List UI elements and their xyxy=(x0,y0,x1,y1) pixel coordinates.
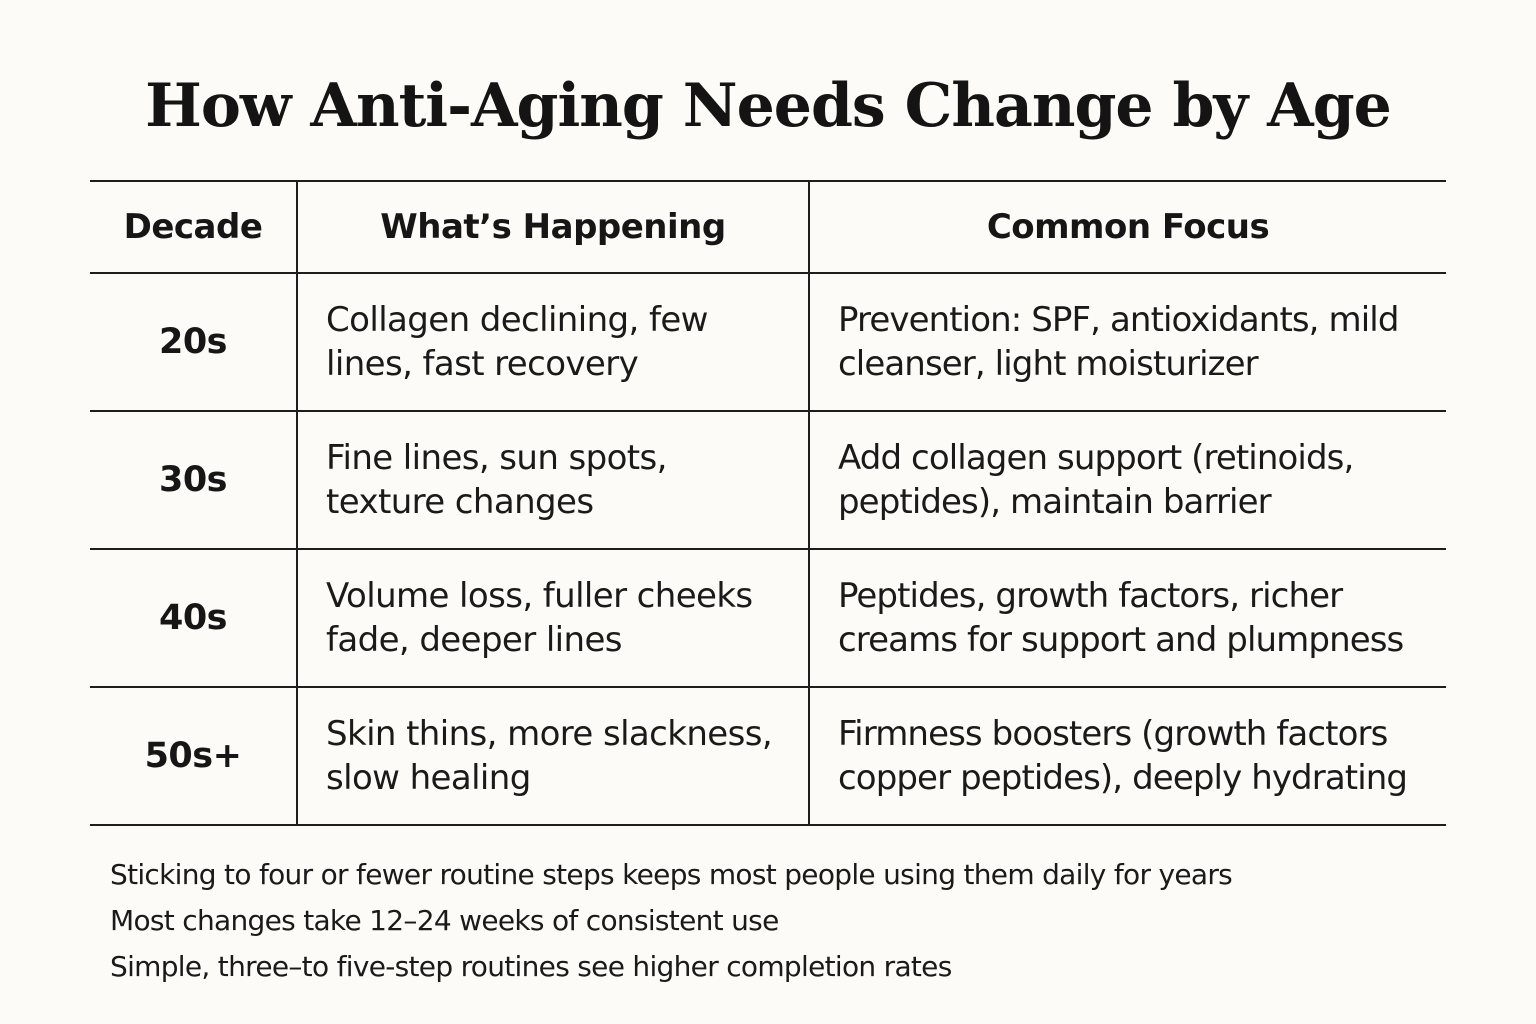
decade-cell: 20s xyxy=(90,274,298,410)
focus-cell: Peptides, growth factors, richer creams … xyxy=(810,550,1446,686)
table-row: 20s Collagen declining, few lines, fast … xyxy=(90,274,1446,412)
focus-cell: Add collagen support (retinoids, peptide… xyxy=(810,412,1446,548)
note-line: Most changes take 12–24 weeks of consist… xyxy=(110,904,779,937)
decade-label: 30s xyxy=(158,460,228,500)
focus-text: Firmness boosters (growth factors copper… xyxy=(838,714,1408,798)
decade-label: 40s xyxy=(158,598,228,638)
page-title: How Anti-Aging Needs Change by Age xyxy=(145,71,1392,141)
happening-cell: Skin thins, more slackness, slow healing xyxy=(298,688,810,824)
happening-cell: Fine lines, sun spots, texture changes xyxy=(298,412,810,548)
decade-cell: 30s xyxy=(90,412,298,548)
decade-label: 20s xyxy=(158,322,228,362)
decade-cell: 40s xyxy=(90,550,298,686)
header-common-focus: Common Focus xyxy=(986,207,1270,247)
decade-cell: 50s+ xyxy=(90,688,298,824)
note-line: Sticking to four or fewer routine steps … xyxy=(110,858,1233,891)
focus-text: Peptides, growth factors, richer creams … xyxy=(838,576,1404,660)
happening-cell: Volume loss, fuller cheeks fade, deeper … xyxy=(298,550,810,686)
focus-cell: Prevention: SPF, antioxidants, mild clea… xyxy=(810,274,1446,410)
happening-cell: Collagen declining, few lines, fast reco… xyxy=(298,274,810,410)
focus-text: Add collagen support (retinoids, peptide… xyxy=(838,438,1354,522)
focus-text: Prevention: SPF, antioxidants, mild clea… xyxy=(838,300,1399,384)
table-header-row: Decade What’s Happening Common Focus xyxy=(90,182,1446,274)
notes-list: Sticking to four or fewer routine steps … xyxy=(110,852,1440,990)
header-decade: Decade xyxy=(90,182,298,272)
happening-text: Skin thins, more slackness, slow healing xyxy=(326,714,773,798)
happening-text: Collagen declining, few lines, fast reco… xyxy=(326,300,708,384)
happening-text: Volume loss, fuller cheeks fade, deeper … xyxy=(326,576,753,660)
happening-text: Fine lines, sun spots, texture changes xyxy=(326,438,667,522)
table-row: 40s Volume loss, fuller cheeks fade, dee… xyxy=(90,550,1446,688)
age-needs-table: Decade What’s Happening Common Focus 20s… xyxy=(90,180,1446,826)
table-row: 50s+ Skin thins, more slackness, slow he… xyxy=(90,688,1446,826)
decade-label: 50s+ xyxy=(144,736,242,776)
note-line: Simple, three–to five-step routines see … xyxy=(110,950,952,983)
focus-cell: Firmness boosters (growth factors copper… xyxy=(810,688,1446,824)
table-row: 30s Fine lines, sun spots, texture chang… xyxy=(90,412,1446,550)
header-whats-happening: What’s Happening xyxy=(298,182,810,272)
